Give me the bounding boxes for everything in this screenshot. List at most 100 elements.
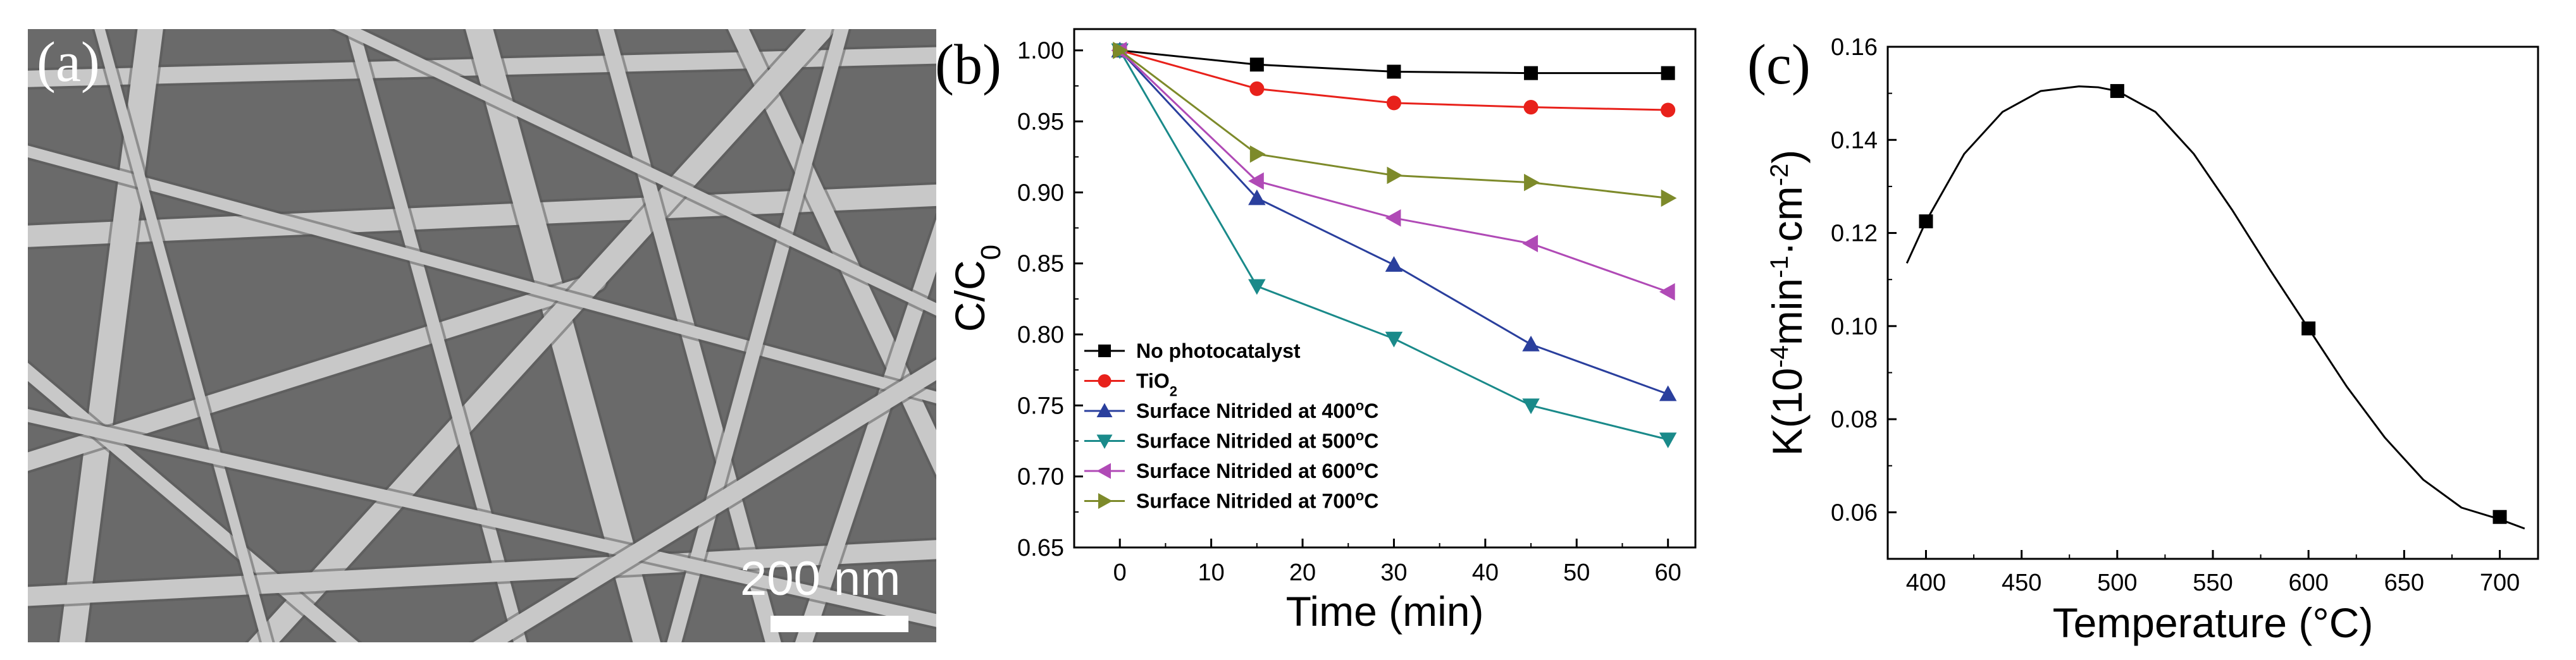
chart-b-point-3-4: [1659, 432, 1677, 449]
chart-b-legend-subscript-1: 2: [1170, 383, 1177, 399]
chart-b-point-1-3: [1523, 100, 1539, 115]
chart-c-y-axis-title-part-4: ·cm: [1764, 186, 1811, 255]
nanofiber-2: [59, 29, 163, 642]
nanofiber-14: [667, 29, 849, 642]
chart-b-series-5: [1113, 41, 1677, 207]
chart-b-y-tick-label-2: 0.75: [1017, 393, 1064, 419]
chart-b-legend-suffix-2: C: [1364, 400, 1378, 422]
chart-b-legend-swatch-marker-2: [1096, 403, 1113, 417]
chart-b-legend-suffix-4: C: [1364, 460, 1378, 482]
chart-b-point-5-4: [1661, 189, 1677, 207]
chart-b-x-tick-label-6: 60: [1655, 559, 1681, 586]
chart-c-x-tick-label-0: 400: [1906, 570, 1946, 596]
chart-b-legend-label-4: Surface Nitrided at 600oC: [1136, 458, 1378, 483]
chart-c-point-0: [1919, 214, 1933, 229]
chart-b-point-5-2: [1387, 166, 1403, 185]
chart-c-x-axis-title: Temperature (°C): [2053, 599, 2374, 646]
chart-c-x-tick-label-1: 450: [2002, 570, 2041, 596]
chart-c-point-3: [2492, 510, 2507, 524]
chart-b-point-2-4: [1659, 385, 1677, 401]
panel-label-b: (b): [935, 34, 1001, 96]
chart-b-y-tick-label-3: 0.80: [1017, 322, 1064, 348]
chart-b-series-0: [1113, 43, 1675, 80]
chart-c-y-tick-label-2: 0.10: [1831, 314, 1878, 340]
chart-b-point-3-3: [1522, 398, 1540, 415]
panel-label-a: (a): [37, 31, 100, 94]
chart-c-y-axis-title-part-3: -1: [1766, 255, 1793, 278]
chart-b-x-tick-label-0: 0: [1113, 559, 1127, 586]
nanofiber-17: [334, 29, 936, 316]
chart-b-y-tick-label-6: 0.95: [1017, 109, 1064, 135]
chart-b-y-tick-label-5: 0.90: [1017, 180, 1064, 206]
chart-b-legend-item-2: Surface Nitrided at 400oC: [1084, 398, 1378, 422]
chart-b-legend-swatch-marker-0: [1098, 345, 1111, 357]
nanofiber-7: [28, 362, 359, 642]
chart-b-legend-swatch-marker-5: [1098, 493, 1113, 509]
chart-b-series-3: [1111, 43, 1677, 449]
chart-b-legend-swatch-marker-3: [1096, 434, 1113, 449]
panel-label-c: (c): [1747, 34, 1811, 96]
chart-b-point-5-1: [1249, 145, 1266, 163]
scale-bar: [771, 616, 908, 632]
chart-b-point-4-1: [1248, 172, 1264, 190]
chart-b-legend-label-3: Surface Nitrided at 500oC: [1136, 427, 1378, 453]
chart-b-point-4-3: [1522, 235, 1539, 252]
chart-b-legend-suffix-5: C: [1364, 490, 1378, 513]
chart-b-legend-label-0: No photocatalyst: [1136, 339, 1301, 362]
chart-b-legend-item-0: No photocatalyst: [1084, 339, 1301, 362]
chart-c-y-axis-title-part-2: min: [1764, 278, 1811, 345]
chart-c-point-1: [2110, 83, 2124, 98]
chart-b-legend-item-5: Surface Nitrided at 700oC: [1084, 487, 1378, 513]
chart-b-legend-label-5: Surface Nitrided at 700oC: [1136, 487, 1378, 513]
chart-c-x-tick-label-6: 700: [2480, 570, 2520, 596]
chart-b-point-0-4: [1661, 66, 1675, 80]
chart-b-y-axis-title-subscript: 0: [975, 245, 1006, 260]
chart-c-x-tick-label-2: 500: [2097, 570, 2137, 596]
chart-c-y-tick-label-5: 0.16: [1831, 34, 1878, 61]
chart-c-y-tick-label-1: 0.08: [1831, 406, 1878, 433]
chart-b-legend-item-3: Surface Nitrided at 500oC: [1084, 427, 1378, 453]
chart-b-x-tick-label-2: 20: [1289, 559, 1316, 586]
chart-b-legend-superscript-5: o: [1356, 487, 1364, 503]
chart-b-legend-suffix-3: C: [1364, 430, 1378, 453]
chart-b-legend-swatch-marker-1: [1098, 374, 1112, 388]
chart-c-y-axis-title-part-1: -4: [1766, 345, 1793, 368]
chart-c-y-tick-label-4: 0.14: [1831, 127, 1878, 154]
chart-b-point-4-2: [1385, 209, 1401, 227]
nanofiber-15: [28, 409, 936, 627]
chart-b-legend-item-4: Surface Nitrided at 600oC: [1084, 458, 1378, 483]
chart-b-x-tick-label-5: 50: [1563, 559, 1590, 586]
chart-b-x-axis-title: Time (min): [1286, 588, 1484, 635]
chart-b-point-5-0: [1113, 41, 1129, 59]
chart-b-legend-superscript-2: o: [1356, 398, 1364, 413]
chart-c-y-tick-label-3: 0.12: [1831, 221, 1878, 247]
chart-b-point-2-1: [1248, 189, 1266, 205]
sem-nanofiber-image: [28, 29, 936, 642]
chart-b-x-tick-label-3: 30: [1380, 559, 1407, 586]
chart-c-y-tick-label-0: 0.06: [1831, 499, 1878, 526]
chart-b-y-tick-label-0: 0.65: [1017, 535, 1064, 561]
chart-b-point-1-1: [1249, 81, 1265, 96]
chart-b-x-tick-label-4: 40: [1472, 559, 1499, 586]
chart-b-point-4-4: [1659, 283, 1675, 301]
chart-b-point-3-2: [1385, 331, 1403, 348]
chart-b-point-2-3: [1522, 335, 1540, 351]
chart-c-point-2: [2301, 321, 2316, 336]
chart-b-plot-frame: [1073, 28, 1697, 549]
chart-b-y-tick-label-4: 0.85: [1017, 251, 1064, 278]
scale-bar-label: 200 nm: [740, 552, 901, 606]
chart-c-x-tick-label-5: 650: [2384, 570, 2424, 596]
chart-c-x-tick-label-3: 550: [2193, 570, 2232, 596]
chart-b-point-5-3: [1524, 173, 1540, 192]
nanofiber-13: [94, 29, 273, 642]
chart-b-legend-swatch-marker-4: [1096, 463, 1111, 479]
chart-c-y-axis-title-part-6: ): [1764, 150, 1811, 164]
chart-b-legend-superscript-4: o: [1356, 458, 1364, 474]
chart-c-y-axis-title: K(10-4min-1·cm-2): [1764, 150, 1811, 456]
sem-micrograph: [28, 29, 936, 642]
chart-b-y-tick-label-1: 0.70: [1017, 464, 1064, 491]
chart-c-plot-frame: [1886, 46, 2539, 560]
